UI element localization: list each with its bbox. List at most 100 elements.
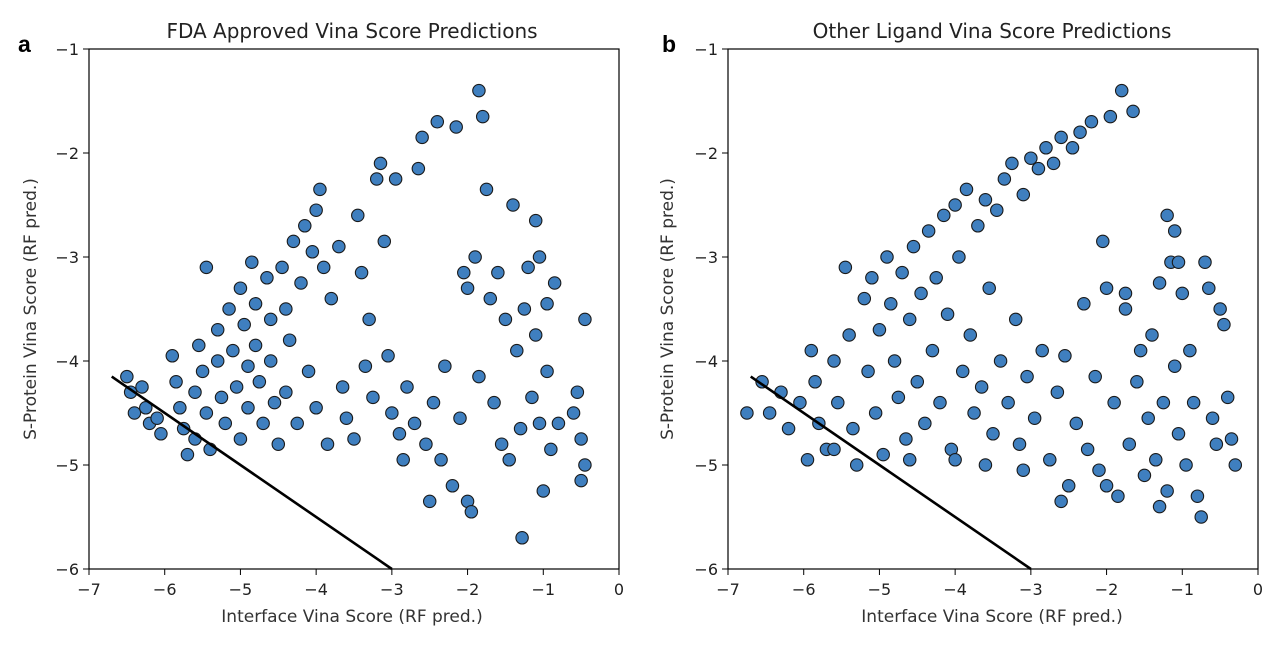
data-point [422, 494, 437, 509]
data-point [316, 260, 331, 275]
data-point [169, 375, 183, 389]
data-point [472, 369, 486, 384]
panel-a: a FDA Approved Vina Score Predictions In… [18, 19, 624, 627]
x-tick-label: −6 [153, 580, 177, 599]
panel-letter: a [18, 31, 31, 57]
y-tick-label: −6 [694, 560, 718, 579]
data-point [396, 453, 410, 467]
y-tick-label: −1 [694, 40, 718, 59]
x-axis-label: Interface Vina Score (RF pred.) [861, 607, 1122, 627]
data-point [1080, 442, 1095, 457]
data-point [574, 473, 588, 488]
data-point [948, 453, 962, 467]
x-tick-label: 0 [614, 580, 624, 599]
data-point [793, 395, 807, 410]
data-point [252, 375, 267, 389]
data-point [880, 250, 894, 264]
data-point [842, 328, 856, 342]
data-point [1069, 416, 1084, 431]
data-point [245, 255, 259, 269]
data-point [967, 406, 981, 420]
x-tick-label: −1 [531, 580, 555, 599]
data-point [971, 219, 985, 233]
data-point [978, 193, 993, 207]
data-point [392, 427, 407, 441]
data-point [929, 271, 943, 285]
data-point [865, 271, 879, 285]
data-point [1054, 494, 1068, 509]
x-tick-label: −7 [716, 580, 740, 599]
data-point [1031, 161, 1046, 176]
data-point [525, 390, 539, 405]
x-axis-label: Interface Vina Score (RF pred.) [221, 607, 482, 627]
x-tick-label: −3 [380, 580, 404, 599]
data-point [347, 432, 361, 446]
data-point [1103, 109, 1118, 124]
data-point [1114, 83, 1129, 98]
data-point [940, 307, 955, 321]
y-tick-label: −5 [694, 456, 718, 475]
data-point [214, 390, 229, 405]
data-point [233, 432, 248, 446]
x-tick-label: −3 [1019, 580, 1043, 599]
data-point [1171, 427, 1186, 441]
data-point [498, 312, 513, 327]
data-point [1054, 130, 1068, 145]
data-point [521, 260, 535, 275]
data-point [902, 312, 917, 327]
data-point [1035, 343, 1049, 358]
y-tick-label: −4 [694, 352, 718, 371]
data-point [275, 260, 289, 275]
data-point [1046, 156, 1061, 171]
data-point [229, 380, 244, 394]
data-point [861, 364, 875, 379]
data-point [540, 364, 554, 379]
data-point [857, 291, 872, 306]
data-point [1145, 328, 1159, 342]
data-point [1122, 437, 1137, 451]
y-axis-label: S-Protein Vina Score (RF pred.) [21, 178, 41, 440]
data-point [1024, 151, 1038, 165]
y-tick-label: −3 [55, 248, 79, 267]
data-point [1179, 458, 1193, 472]
data-point [574, 432, 588, 446]
data-point [1160, 484, 1174, 498]
data-point [515, 531, 529, 545]
chart-title: FDA Approved Vina Score Predictions [166, 19, 537, 43]
data-point [906, 239, 921, 254]
y-tick-label: −4 [55, 352, 79, 371]
data-point [808, 375, 822, 389]
data-point [407, 416, 422, 431]
data-point [1152, 499, 1167, 514]
data-point [256, 416, 270, 431]
data-point [990, 203, 1004, 217]
data-point [358, 359, 373, 373]
panel-letter: b [662, 31, 676, 57]
data-point [1220, 390, 1235, 405]
data-point [218, 416, 233, 431]
data-point [1217, 317, 1231, 332]
data-point [868, 406, 883, 420]
data-point [210, 323, 225, 337]
data-point [986, 427, 1000, 441]
data-point [918, 416, 932, 431]
data-point [540, 297, 554, 311]
data-point [351, 208, 365, 223]
data-point [1016, 463, 1031, 477]
data-point [1001, 395, 1015, 410]
data-point [324, 291, 339, 306]
data-point [952, 250, 966, 264]
y-tick-label: −1 [55, 40, 79, 59]
x-tick-label: −1 [1170, 580, 1194, 599]
data-point [369, 172, 384, 186]
data-point [827, 354, 841, 368]
x-tick-label: −2 [456, 580, 480, 599]
data-point [948, 198, 962, 212]
data-point [226, 343, 240, 358]
data-point [884, 297, 898, 311]
data-point [921, 224, 936, 238]
data-point [1058, 349, 1072, 363]
y-tick-label: −6 [55, 560, 79, 579]
data-point [831, 395, 845, 410]
